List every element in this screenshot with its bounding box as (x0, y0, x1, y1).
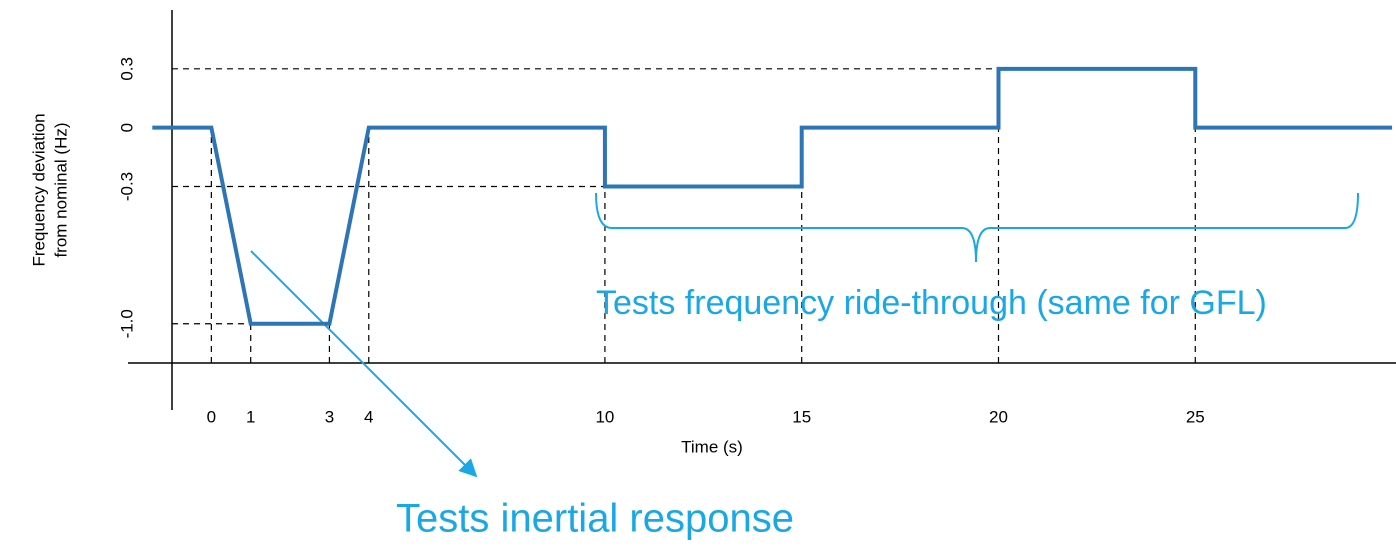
x-tick-label: 0 (207, 407, 216, 426)
annotation: Tests frequency ride-through (same for G… (596, 284, 1267, 322)
x-tick-label: 15 (792, 407, 811, 426)
brace (595, 192, 1359, 263)
line (152, 66, 1393, 326)
x-tick-label: 25 (1186, 407, 1205, 426)
y-axis-label: from nominal (Hz) (51, 122, 70, 257)
x-axis-label: Time (s) (681, 437, 743, 456)
x-tick-label: 4 (364, 407, 373, 426)
arrow (250, 250, 478, 478)
y-tick-label: 0.3 (117, 57, 136, 81)
x-tick-label: 10 (595, 407, 614, 426)
y-tick-label: -0.3 (117, 172, 136, 201)
x-tick-label: 1 (246, 407, 255, 426)
y-tick-label: -1.0 (117, 309, 136, 338)
guides (172, 68, 1196, 363)
annotation: Tests inertial response (396, 497, 794, 541)
y-tick-label: 0 (117, 123, 136, 132)
x-tick-label: 3 (325, 407, 334, 426)
y-axis-label: Frequency deviation (29, 113, 48, 266)
x-tick-label: 20 (989, 407, 1008, 426)
